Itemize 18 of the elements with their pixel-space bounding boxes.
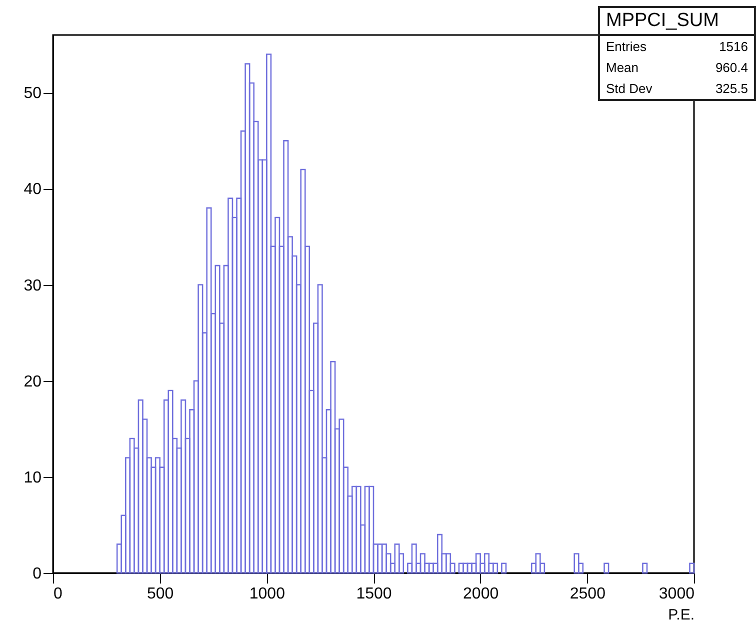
y-tick-label: 10	[24, 469, 42, 486]
text: Std Dev 325.5	[606, 81, 748, 96]
x-tick-label: 1000	[249, 586, 286, 602]
y-tick-label: 20	[24, 373, 42, 390]
x-axis-title: P.E.	[668, 606, 694, 623]
x-tick-label: 500	[146, 586, 174, 602]
x-tick-label: 2500	[570, 586, 606, 602]
y-tick-label: 0	[32, 566, 42, 582]
x-tick-label: 2000	[463, 586, 499, 602]
y-tick-label: 50	[24, 85, 42, 102]
text: Entries 1516	[606, 39, 748, 54]
y-tick-label: 40	[24, 181, 42, 198]
y-tick-label: 30	[24, 277, 42, 294]
text: MPPCI_SUM	[600, 8, 754, 36]
x-tick-label: 1500	[356, 586, 392, 602]
x-tick-label: 0	[54, 586, 62, 602]
text: Mean 960.4	[606, 60, 748, 75]
x-tick-label: 3000	[658, 586, 695, 602]
